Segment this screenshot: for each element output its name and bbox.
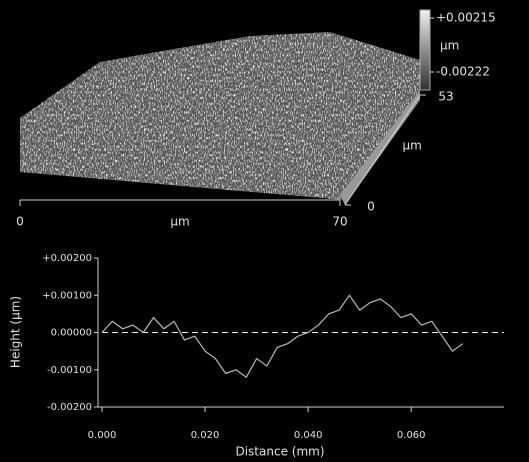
depth-axis xyxy=(344,94,421,206)
z-tick-label: +0.00215 xyxy=(436,11,496,25)
surface-side xyxy=(340,90,420,205)
depth-tick-label: 0 xyxy=(367,200,375,214)
x-axis-label: µm xyxy=(170,215,189,229)
y-tick-label: -0.00100 xyxy=(47,365,92,376)
x-tick-label: 0.020 xyxy=(191,430,220,441)
x-tick-label: 0 xyxy=(16,215,24,229)
y-tick-label: +0.00100 xyxy=(42,290,92,301)
x-tick-label: 0.000 xyxy=(88,430,117,441)
y-tick-label: -0.00200 xyxy=(47,402,92,413)
y-axis-label: Height (µm) xyxy=(9,296,23,368)
x-tick-label: 0.040 xyxy=(294,430,323,441)
y-tick-label: 0.00000 xyxy=(51,328,92,339)
x-tick-label: 0.060 xyxy=(397,430,426,441)
depth-axis-label: µm xyxy=(403,139,422,153)
x-axis-label: Distance (mm) xyxy=(235,445,324,459)
color-bar xyxy=(419,9,431,91)
plots: 0 70 µm 0 53 µm +0.00215 -0.00222 µm +0.00200 +0.0… xyxy=(9,11,504,459)
y-tick-label: +0.00200 xyxy=(42,253,92,264)
depth-tick-label: 53 xyxy=(438,90,453,104)
profile-line xyxy=(101,294,464,379)
z-tick-label: -0.00222 xyxy=(436,65,490,79)
z-axis-label: µm xyxy=(440,39,459,53)
x-tick-label: 70 xyxy=(332,215,347,229)
